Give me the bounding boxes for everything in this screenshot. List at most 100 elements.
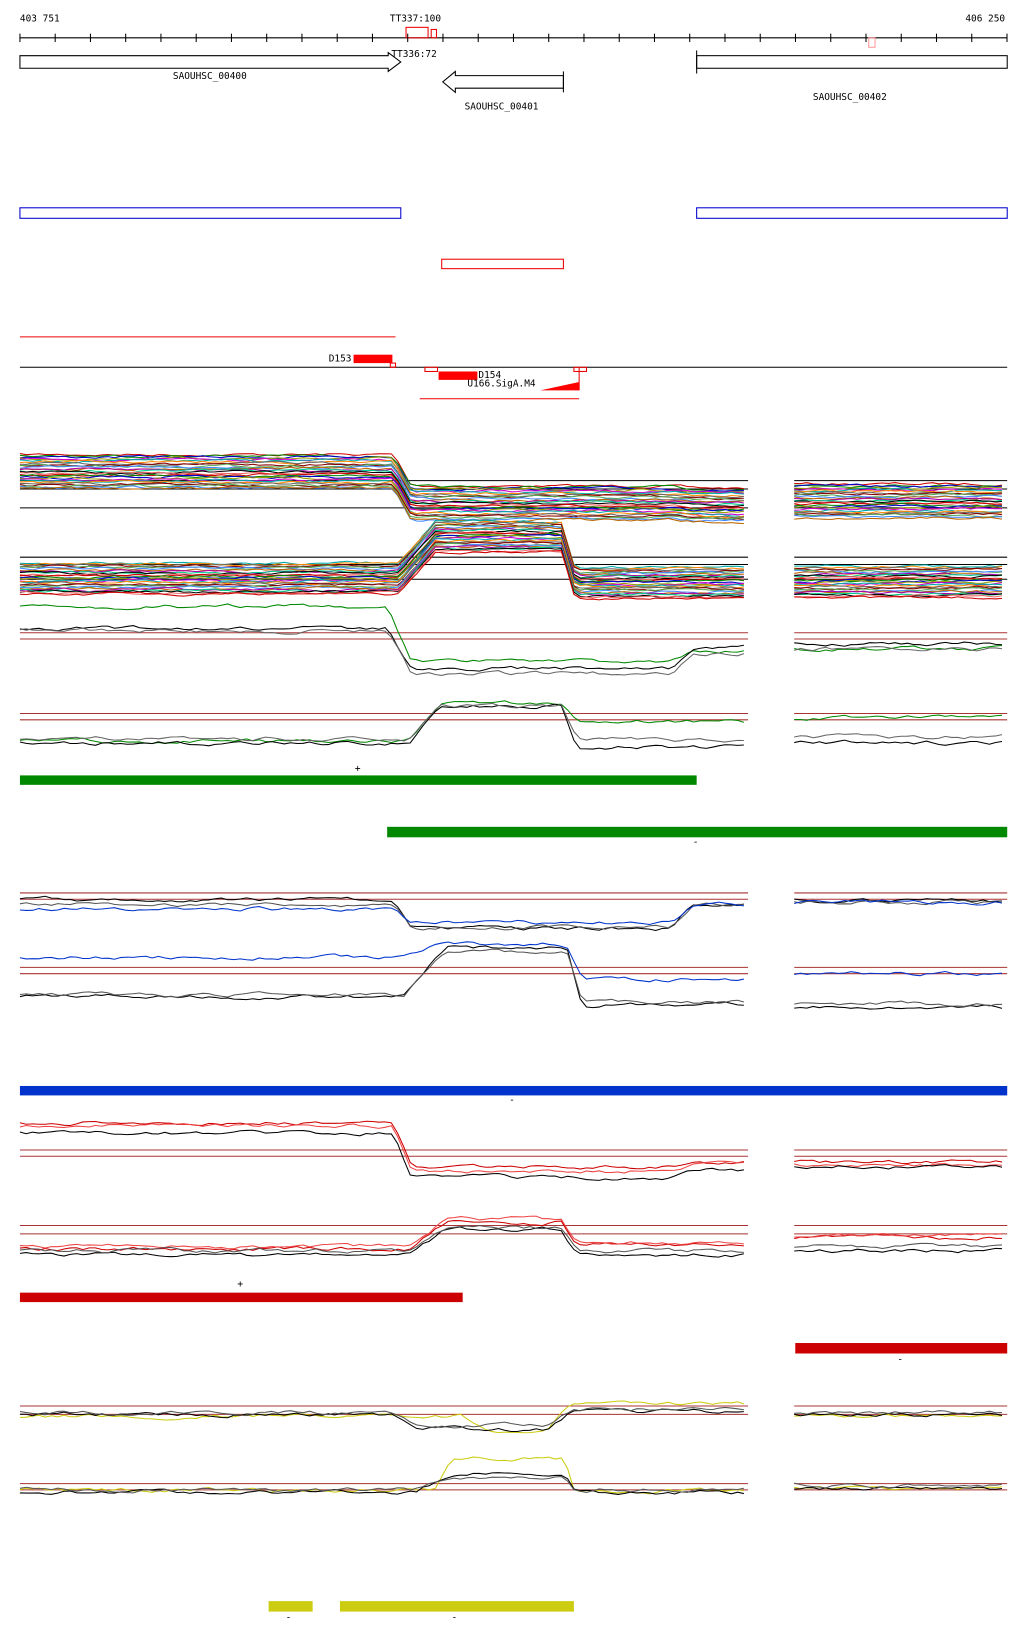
expression-line bbox=[19, 468, 744, 507]
strand-bar bbox=[19, 1085, 1008, 1096]
expression-line bbox=[19, 902, 744, 931]
feature-tick bbox=[424, 366, 439, 373]
expression-line bbox=[19, 550, 744, 601]
expression-line bbox=[19, 527, 744, 578]
promoter bbox=[540, 381, 580, 391]
terminator bbox=[405, 26, 429, 39]
expression-line bbox=[794, 567, 1003, 572]
expression-line bbox=[794, 1004, 1003, 1010]
expression-line bbox=[19, 528, 744, 579]
expression-line bbox=[19, 472, 744, 510]
expression-line bbox=[19, 941, 744, 983]
expression-line bbox=[19, 702, 744, 743]
cds-box bbox=[441, 258, 564, 270]
expression-line bbox=[19, 1123, 744, 1174]
terminator-label: TT336:72 bbox=[391, 49, 436, 60]
expression-line bbox=[794, 490, 1002, 496]
expression-line bbox=[794, 733, 1003, 740]
expression-line bbox=[794, 502, 1002, 507]
gene-arrow bbox=[19, 51, 402, 73]
strand-mark: - bbox=[286, 1612, 292, 1623]
strand-mark: - bbox=[509, 1095, 515, 1106]
expression-line bbox=[19, 700, 745, 745]
expression-line bbox=[794, 1412, 1003, 1418]
feature-tick bbox=[573, 366, 588, 373]
expression-line bbox=[19, 533, 744, 585]
expression-line bbox=[794, 581, 1003, 586]
feature-label: D153 bbox=[329, 353, 352, 364]
terminator bbox=[430, 28, 437, 39]
expression-line bbox=[794, 1410, 1002, 1415]
expression-line bbox=[19, 627, 745, 676]
gene-box bbox=[696, 55, 1008, 69]
expression-line bbox=[19, 895, 744, 932]
strand-mark: - bbox=[451, 1612, 457, 1623]
expression-line bbox=[19, 525, 744, 575]
gene-label: SAOUHSC_00401 bbox=[465, 102, 539, 113]
gene-arrow bbox=[441, 70, 564, 94]
expression-line bbox=[19, 625, 744, 672]
expression-line bbox=[794, 595, 1003, 600]
expression-line bbox=[794, 483, 1003, 489]
expression-line bbox=[19, 457, 744, 494]
expression-line bbox=[794, 585, 1003, 591]
expression-line bbox=[19, 536, 744, 587]
expression-line bbox=[794, 505, 1003, 511]
terminator-label: TT337:100 bbox=[390, 13, 441, 24]
expression-line bbox=[19, 1472, 744, 1495]
expression-line bbox=[19, 901, 744, 926]
expression-line bbox=[794, 641, 1003, 647]
feature-label: U166.SigA.M4 bbox=[467, 379, 536, 390]
cds-box bbox=[19, 207, 402, 219]
expression-line bbox=[19, 540, 744, 590]
expression-line bbox=[794, 1233, 1003, 1238]
expression-line bbox=[794, 493, 1003, 498]
expression-line bbox=[19, 473, 744, 512]
expression-line bbox=[19, 1406, 744, 1429]
expression-line bbox=[19, 1225, 744, 1254]
expression-line bbox=[19, 463, 744, 501]
strand-bar bbox=[268, 1601, 313, 1612]
strand-mark: + bbox=[237, 1279, 243, 1290]
expression-line bbox=[794, 514, 1002, 519]
expression-line bbox=[794, 498, 1003, 503]
expression-line bbox=[794, 1482, 1003, 1489]
expression-line bbox=[794, 970, 1003, 977]
feature-block bbox=[438, 371, 478, 380]
expression-line bbox=[19, 547, 744, 599]
expression-line bbox=[19, 524, 744, 574]
expression-line bbox=[19, 1408, 744, 1432]
expression-line bbox=[19, 1129, 744, 1181]
gene-label: SAOUHSC_00400 bbox=[173, 71, 247, 82]
expression-line bbox=[19, 478, 744, 518]
expression-line bbox=[19, 1215, 744, 1250]
expression-line bbox=[19, 462, 744, 501]
expression-line bbox=[19, 1400, 745, 1434]
expression-line bbox=[794, 1486, 1003, 1491]
feature-tick bbox=[389, 362, 397, 368]
expression-line bbox=[794, 644, 1003, 653]
expression-line bbox=[19, 703, 744, 750]
expression-line bbox=[19, 603, 744, 664]
expression-line bbox=[19, 485, 744, 525]
expression-line bbox=[19, 542, 744, 592]
expression-line bbox=[794, 714, 1003, 721]
strand-bar bbox=[339, 1601, 574, 1612]
strand-mark: + bbox=[355, 764, 361, 775]
expression-line bbox=[19, 483, 744, 520]
expression-line bbox=[794, 899, 1003, 906]
expression-line bbox=[19, 465, 744, 503]
expression-line bbox=[794, 646, 1003, 652]
expression-line bbox=[19, 549, 744, 599]
gene-label: SAOUHSC_00402 bbox=[813, 92, 887, 103]
expression-line bbox=[19, 945, 744, 1009]
strand-bar bbox=[19, 1292, 463, 1303]
cds-box bbox=[696, 207, 1008, 219]
strand-bar bbox=[387, 826, 1008, 838]
terminator bbox=[868, 37, 876, 48]
expression-line bbox=[19, 539, 744, 589]
expression-line bbox=[794, 1000, 1002, 1007]
expression-line bbox=[794, 583, 1002, 588]
